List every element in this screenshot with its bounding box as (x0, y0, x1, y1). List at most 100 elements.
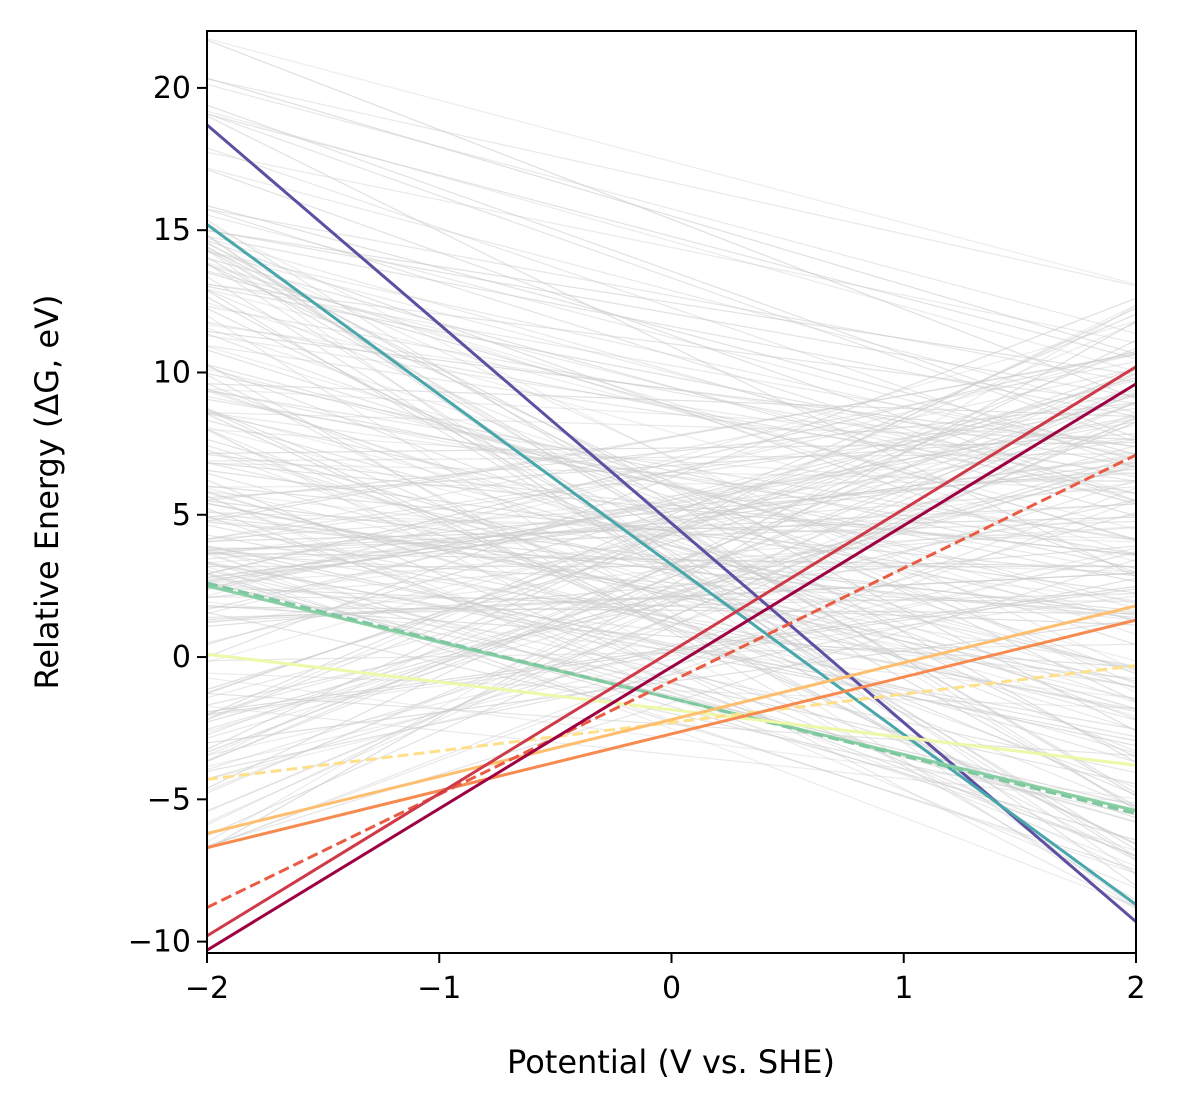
background-line (207, 314, 1136, 909)
background-line (207, 524, 1136, 712)
background-line (207, 390, 1136, 690)
x-tick-label: −1 (417, 971, 461, 1006)
background-line (207, 407, 1136, 544)
background-line (207, 672, 1136, 709)
y-tick-label: 0 (172, 640, 191, 675)
background-line (207, 444, 1136, 731)
background-line (207, 246, 1136, 732)
background-line (207, 511, 1136, 543)
background-line (207, 419, 1136, 672)
background-line (207, 407, 1136, 796)
x-tick-label: 0 (662, 971, 681, 1006)
background-line (207, 115, 1136, 578)
background-line (207, 512, 1136, 780)
background-line (207, 383, 1136, 826)
background-line (207, 223, 1136, 694)
background-line (207, 333, 1136, 675)
y-tick-label: 20 (153, 71, 191, 106)
background-line (207, 250, 1136, 459)
background-line (207, 241, 1136, 763)
background-line (207, 389, 1136, 583)
background-line (207, 353, 1136, 590)
series-line (207, 584, 1136, 813)
background-line (207, 296, 1136, 807)
background-line (207, 257, 1136, 517)
background-line (207, 418, 1136, 792)
background-line (207, 276, 1136, 860)
background-line (207, 305, 1136, 843)
background-line (207, 372, 1136, 570)
background-line (207, 297, 1136, 658)
background-line (207, 147, 1136, 469)
background-line (207, 472, 1136, 540)
background-line (207, 330, 1136, 448)
series-line (207, 223, 1136, 906)
background-line (207, 77, 1136, 355)
x-tick-label: 2 (1126, 971, 1145, 1006)
background-line (207, 499, 1136, 706)
background-line (207, 320, 1136, 850)
background-line (207, 606, 1136, 614)
background-line (207, 237, 1136, 505)
background-line (207, 262, 1136, 858)
background-line (207, 324, 1136, 455)
series-line (207, 453, 1136, 909)
background-line (207, 437, 1136, 555)
y-axis-label: Relative Energy (ΔG, eV) (28, 295, 66, 690)
background-line (207, 347, 1136, 721)
background-line (207, 243, 1136, 671)
background-line (207, 38, 1136, 285)
background-line (207, 283, 1136, 404)
background-line (207, 168, 1136, 502)
background-line (207, 345, 1136, 482)
background-line (207, 418, 1136, 583)
background-line (207, 239, 1136, 574)
background-line (207, 262, 1136, 556)
series-line (207, 365, 1136, 938)
background-line (207, 208, 1136, 383)
series-line (207, 382, 1136, 952)
background-line (207, 462, 1136, 556)
background-line (207, 401, 1136, 794)
y-tick-label: −10 (128, 925, 191, 960)
background-line (207, 151, 1136, 344)
series-lines (207, 123, 1136, 952)
background-line (207, 412, 1136, 621)
background-lines (207, 38, 1136, 910)
series-line (207, 652, 1136, 767)
background-line (207, 582, 1136, 785)
y-tick-label: 15 (153, 213, 191, 248)
background-line (207, 264, 1136, 542)
background-line (207, 449, 1136, 717)
background-line (207, 235, 1136, 417)
series-line (207, 664, 1136, 781)
background-line (207, 349, 1136, 646)
background-line (207, 363, 1136, 609)
background-line (207, 363, 1136, 901)
background-line (207, 514, 1136, 624)
background-line (207, 205, 1136, 455)
series-line (207, 618, 1136, 850)
background-line (207, 320, 1136, 597)
background-line (207, 515, 1136, 540)
background-line (207, 551, 1136, 907)
background-line (207, 552, 1136, 613)
background-line (207, 455, 1136, 731)
background-line (207, 569, 1136, 774)
background-line (207, 490, 1136, 602)
background-line (207, 167, 1136, 414)
background-line (207, 611, 1136, 816)
background-line (207, 421, 1136, 589)
background-line (207, 334, 1136, 476)
y-tick-label: 10 (153, 355, 191, 390)
background-line (207, 499, 1136, 848)
background-line (207, 454, 1136, 583)
background-line (207, 432, 1136, 499)
background-line (207, 113, 1136, 443)
background-line (207, 520, 1136, 551)
background-line (207, 585, 1136, 713)
background-line (207, 288, 1136, 531)
background-line (207, 553, 1136, 823)
plot-area-background (207, 31, 1136, 953)
